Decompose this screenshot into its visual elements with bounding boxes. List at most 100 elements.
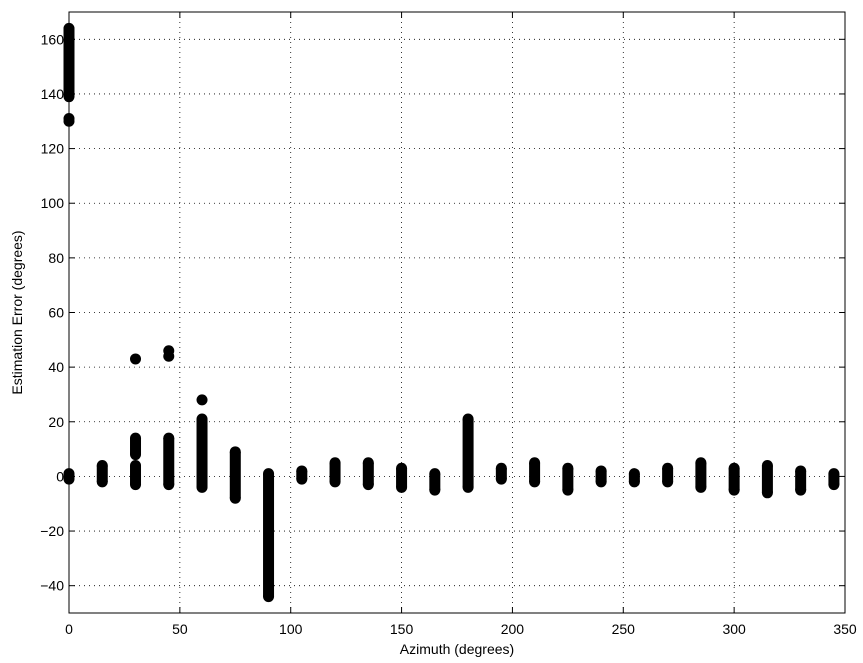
column-body: [662, 468, 674, 482]
data-point: [595, 465, 607, 477]
data-point: [263, 591, 275, 603]
point-column: [595, 465, 607, 488]
column-body: [96, 465, 108, 482]
y-tick-label: −20: [40, 523, 64, 539]
column-body: [795, 470, 807, 491]
column-body: [728, 468, 740, 491]
point-column: [462, 413, 474, 493]
x-tick-label: 350: [833, 621, 857, 637]
data-point: [795, 484, 807, 496]
data-point: [695, 457, 707, 469]
data-point: [628, 468, 640, 480]
data-point: [628, 476, 640, 488]
column-body: [362, 462, 374, 485]
x-tick-label: 300: [722, 621, 746, 637]
data-point: [761, 487, 773, 499]
data-point: [130, 479, 142, 491]
y-tick-label: 80: [48, 250, 64, 266]
data-point: [229, 446, 241, 458]
point-column: [529, 457, 541, 488]
x-tick-label: 100: [279, 621, 303, 637]
y-tick-label: 0: [56, 468, 64, 484]
point-column: [229, 446, 241, 504]
column-body: [761, 465, 773, 493]
x-tick-label: 0: [65, 621, 73, 637]
data-point: [130, 459, 142, 471]
y-tick-label: 160: [41, 31, 65, 47]
column-body: [396, 468, 408, 488]
point-column: [96, 459, 108, 488]
column-body: [562, 468, 574, 491]
point-column: [130, 459, 142, 491]
data-point: [429, 468, 441, 480]
data-point: [263, 468, 275, 480]
data-point: [662, 462, 674, 474]
data-point: [728, 484, 740, 496]
data-point: [329, 476, 341, 488]
column-body: [163, 438, 175, 485]
data-point: [96, 459, 108, 471]
x-tick-label: 50: [172, 621, 188, 637]
data-point: [828, 468, 840, 480]
data-point: [163, 432, 175, 444]
data-point: [662, 476, 674, 488]
data-point: [462, 413, 474, 425]
grid-lines: [69, 12, 845, 613]
data-point: [695, 481, 707, 493]
x-tick-label: 150: [390, 621, 414, 637]
data-point: [362, 479, 374, 491]
axis-ticks: 0 50 100 150 200 250 300 350 −40 −20 0 20 40 60 80 100 1…: [40, 12, 857, 637]
column-body: [263, 473, 275, 597]
data-point: [96, 476, 108, 488]
point-column: [728, 462, 740, 496]
data-point: [795, 465, 807, 477]
data-point: [163, 479, 175, 491]
point-column: [429, 468, 441, 496]
y-tick-label: 60: [48, 305, 64, 321]
data-point: [495, 462, 507, 474]
point-column: [329, 457, 341, 488]
data-point: [529, 476, 541, 488]
y-tick-label: −40: [40, 578, 64, 594]
data-point: [362, 457, 374, 469]
data-point: [462, 481, 474, 493]
y-tick-label: 100: [41, 195, 65, 211]
data-point: [196, 394, 208, 406]
data-point: [761, 459, 773, 471]
data-point: [828, 479, 840, 491]
point-column: [628, 468, 640, 488]
point-column: [795, 465, 807, 496]
x-tick-label: 200: [501, 621, 525, 637]
data-point: [562, 462, 574, 474]
data-point: [595, 476, 607, 488]
data-point: [229, 492, 241, 504]
point-column: [296, 465, 308, 485]
data-point: [296, 473, 308, 485]
point-column: [662, 462, 674, 488]
column-body: [695, 462, 707, 488]
y-tick-label: 20: [48, 414, 64, 430]
column-body: [329, 462, 341, 482]
data-point: [529, 457, 541, 469]
data-point: [196, 413, 208, 425]
data-point: [396, 462, 408, 474]
column-body: [529, 462, 541, 482]
x-tick-label: 250: [612, 621, 636, 637]
data-point: [429, 484, 441, 496]
point-column: [495, 462, 507, 485]
point-column: [196, 413, 208, 493]
column-body: [130, 438, 142, 455]
data-point: [130, 449, 142, 461]
point-column: [761, 459, 773, 499]
data-point: [562, 484, 574, 496]
point-column: [263, 468, 275, 603]
column-body: [229, 451, 241, 499]
column-body: [196, 419, 208, 488]
column-body: [462, 419, 474, 488]
data-point: [196, 481, 208, 493]
column-body: [130, 465, 142, 485]
y-tick-label: 140: [41, 86, 65, 102]
point-column: [828, 468, 840, 491]
data-point: [163, 345, 175, 357]
